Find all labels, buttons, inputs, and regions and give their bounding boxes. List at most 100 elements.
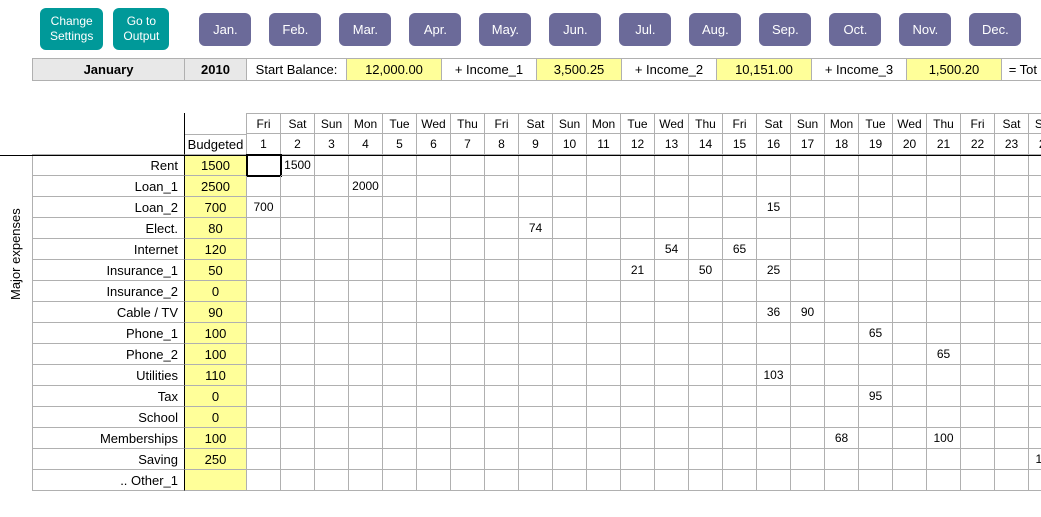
day-cell[interactable] <box>383 407 417 428</box>
day-cell[interactable] <box>451 302 485 323</box>
day-cell[interactable] <box>893 386 927 407</box>
day-cell[interactable] <box>349 260 383 281</box>
day-cell[interactable] <box>349 365 383 386</box>
day-cell[interactable] <box>689 470 723 491</box>
day-cell[interactable] <box>723 218 757 239</box>
day-cell[interactable] <box>655 323 689 344</box>
day-cell[interactable] <box>655 407 689 428</box>
day-cell[interactable] <box>451 281 485 302</box>
day-cell[interactable] <box>723 281 757 302</box>
day-cell[interactable] <box>689 197 723 218</box>
day-cell[interactable] <box>961 197 995 218</box>
day-cell[interactable] <box>315 281 349 302</box>
day-cell[interactable] <box>519 428 553 449</box>
day-cell[interactable] <box>723 344 757 365</box>
day-cell[interactable] <box>723 407 757 428</box>
day-cell[interactable] <box>859 218 893 239</box>
day-cell[interactable] <box>859 197 893 218</box>
day-cell[interactable]: 2000 <box>349 176 383 197</box>
day-cell[interactable] <box>655 386 689 407</box>
day-cell[interactable] <box>315 239 349 260</box>
day-cell[interactable] <box>723 428 757 449</box>
day-cell[interactable] <box>315 449 349 470</box>
day-cell[interactable] <box>723 260 757 281</box>
month-button-aug[interactable]: Aug. <box>689 13 741 46</box>
day-cell[interactable]: 54 <box>655 239 689 260</box>
day-cell[interactable] <box>757 428 791 449</box>
day-cell[interactable] <box>995 449 1029 470</box>
day-cell[interactable] <box>451 428 485 449</box>
day-cell[interactable] <box>315 407 349 428</box>
day-cell[interactable] <box>961 260 995 281</box>
day-cell[interactable]: 100 <box>927 428 961 449</box>
day-cell[interactable] <box>417 155 451 176</box>
day-cell[interactable] <box>893 323 927 344</box>
day-cell[interactable]: 150 <box>1029 449 1041 470</box>
day-cell[interactable] <box>553 197 587 218</box>
day-cell[interactable] <box>587 428 621 449</box>
day-cell[interactable] <box>383 365 417 386</box>
day-cell[interactable] <box>417 218 451 239</box>
day-cell[interactable] <box>417 449 451 470</box>
day-cell[interactable] <box>485 470 519 491</box>
day-cell[interactable] <box>961 239 995 260</box>
day-cell[interactable] <box>553 260 587 281</box>
day-cell[interactable] <box>247 449 281 470</box>
day-cell[interactable] <box>247 428 281 449</box>
day-cell[interactable] <box>927 239 961 260</box>
day-cell[interactable] <box>723 449 757 470</box>
day-cell[interactable] <box>485 302 519 323</box>
day-cell[interactable] <box>349 470 383 491</box>
budgeted-cell[interactable]: 0 <box>185 407 247 428</box>
day-cell[interactable] <box>1029 323 1041 344</box>
day-cell[interactable] <box>315 302 349 323</box>
day-cell[interactable] <box>927 365 961 386</box>
day-cell[interactable] <box>689 428 723 449</box>
day-cell[interactable] <box>655 428 689 449</box>
day-cell[interactable] <box>587 323 621 344</box>
day-cell[interactable] <box>757 281 791 302</box>
day-cell[interactable] <box>349 323 383 344</box>
day-cell[interactable] <box>519 449 553 470</box>
day-cell[interactable] <box>519 386 553 407</box>
day-cell[interactable] <box>1029 155 1041 176</box>
day-cell[interactable] <box>315 176 349 197</box>
day-cell[interactable]: 1500 <box>281 155 315 176</box>
day-cell[interactable] <box>553 449 587 470</box>
day-cell[interactable] <box>825 302 859 323</box>
day-cell[interactable] <box>859 260 893 281</box>
day-cell[interactable] <box>383 155 417 176</box>
day-cell[interactable] <box>791 323 825 344</box>
day-cell[interactable] <box>485 281 519 302</box>
day-cell[interactable] <box>689 407 723 428</box>
day-cell[interactable] <box>587 302 621 323</box>
day-cell[interactable] <box>485 386 519 407</box>
day-cell[interactable] <box>825 155 859 176</box>
month-button-oct[interactable]: Oct. <box>829 13 881 46</box>
day-cell[interactable] <box>349 344 383 365</box>
budgeted-cell[interactable]: 0 <box>185 281 247 302</box>
day-cell[interactable] <box>927 176 961 197</box>
day-cell[interactable] <box>893 155 927 176</box>
day-cell[interactable] <box>519 197 553 218</box>
day-cell[interactable] <box>655 344 689 365</box>
day-cell[interactable] <box>893 197 927 218</box>
day-cell[interactable] <box>553 407 587 428</box>
day-cell[interactable] <box>417 407 451 428</box>
day-cell[interactable] <box>451 197 485 218</box>
day-cell[interactable] <box>247 218 281 239</box>
day-cell[interactable] <box>1029 302 1041 323</box>
day-cell[interactable] <box>859 449 893 470</box>
day-cell[interactable] <box>995 218 1029 239</box>
day-cell[interactable] <box>825 344 859 365</box>
day-cell[interactable] <box>485 365 519 386</box>
day-cell[interactable] <box>383 449 417 470</box>
day-cell[interactable] <box>349 218 383 239</box>
day-cell[interactable] <box>587 344 621 365</box>
day-cell[interactable] <box>1029 407 1041 428</box>
day-cell[interactable] <box>791 344 825 365</box>
day-cell[interactable] <box>689 323 723 344</box>
day-cell[interactable] <box>961 155 995 176</box>
day-cell[interactable] <box>621 218 655 239</box>
day-cell[interactable] <box>281 407 315 428</box>
